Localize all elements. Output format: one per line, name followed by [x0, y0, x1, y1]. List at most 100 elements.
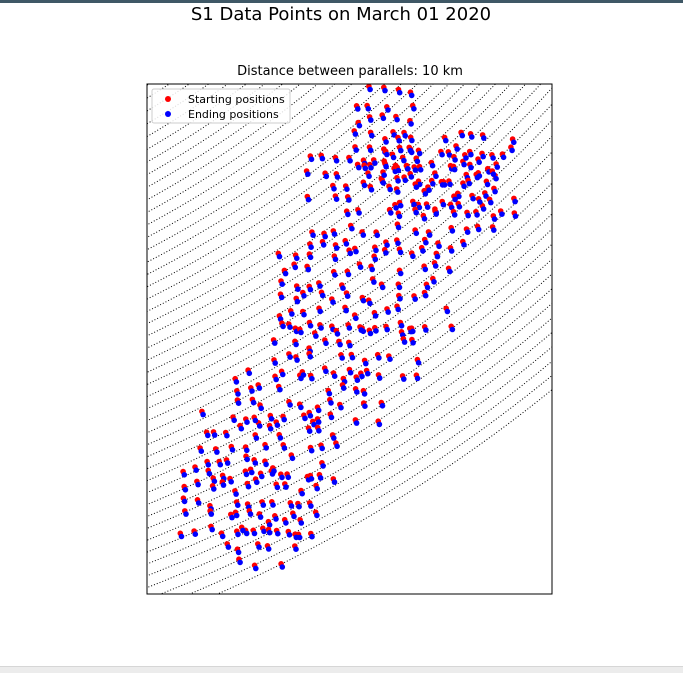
end-point [426, 232, 433, 238]
plot-frame [146, 83, 553, 595]
legend-box [151, 88, 291, 124]
end-point [353, 315, 359, 322]
end-point [258, 405, 265, 412]
end-point [494, 164, 501, 170]
end-point [308, 476, 315, 482]
end-point [274, 422, 281, 429]
end-point [246, 370, 253, 377]
end-point [476, 159, 483, 166]
end-point [344, 186, 350, 192]
end-point [302, 415, 308, 422]
end-point [424, 204, 431, 210]
end-point [235, 531, 241, 538]
end-point [314, 485, 321, 492]
parallel-line [147, 257, 552, 517]
parallel-line [147, 243, 552, 505]
end-point [209, 526, 215, 533]
end-point [463, 155, 469, 161]
end-point [247, 511, 254, 517]
end-point [407, 147, 414, 154]
end-point [360, 297, 367, 304]
end-point [448, 204, 455, 211]
end-point [273, 516, 279, 522]
end-point [409, 137, 415, 144]
end-point [295, 286, 301, 293]
end-point [265, 546, 272, 552]
end-point [349, 225, 355, 232]
end-point [456, 204, 463, 210]
end-point [294, 357, 300, 363]
end-point [318, 325, 324, 331]
end-point [421, 216, 428, 222]
end-point [468, 151, 474, 158]
end-point [451, 166, 458, 173]
end-point [449, 228, 456, 234]
end-point [372, 313, 379, 319]
end-point [315, 407, 322, 414]
end-point [411, 201, 417, 208]
end-point [263, 445, 270, 451]
end-point [372, 256, 379, 263]
end-point [208, 511, 215, 517]
end-point [320, 463, 326, 469]
end-point [253, 435, 260, 441]
end-point [344, 293, 351, 300]
end-point [193, 467, 199, 474]
end-point [383, 250, 389, 256]
end-point [416, 150, 423, 157]
end-point [261, 528, 267, 535]
end-point [423, 327, 429, 333]
parallel-line [147, 84, 369, 238]
end-point [301, 293, 307, 299]
end-point [343, 307, 350, 314]
end-point [373, 328, 379, 334]
end-point [271, 468, 277, 474]
end-point [181, 498, 188, 505]
end-point [353, 147, 360, 153]
end-point [424, 284, 431, 291]
parallel-line [0, 0, 594, 214]
end-point [294, 298, 301, 305]
end-point [244, 456, 250, 463]
end-point [398, 323, 405, 329]
end-point [461, 161, 467, 168]
end-point [298, 404, 304, 411]
parallel-line [147, 150, 552, 434]
end-point [354, 389, 360, 395]
end-point [263, 461, 269, 468]
end-point [291, 513, 297, 520]
parallel-line [147, 84, 353, 226]
end-point [272, 360, 279, 366]
parallel-line [0, 0, 605, 225]
parallel-line [147, 84, 170, 99]
end-point [397, 249, 404, 256]
end-point [349, 354, 356, 361]
window-bottom-strip [0, 666, 683, 673]
end-point [490, 171, 497, 177]
end-point [371, 279, 377, 285]
parallel-line [147, 84, 301, 188]
end-point [397, 202, 404, 209]
end-point [279, 474, 285, 481]
end-point [390, 154, 397, 161]
end-point [431, 279, 437, 285]
end-point [401, 376, 407, 382]
end-point [511, 139, 517, 146]
end-point [363, 360, 369, 367]
end-point [512, 198, 518, 205]
legend-label-start: Starting positions [188, 93, 285, 106]
end-point [395, 224, 402, 231]
end-point [415, 360, 422, 366]
end-point [308, 447, 315, 454]
end-point [243, 471, 250, 478]
end-point [296, 503, 302, 510]
end-point [331, 479, 338, 485]
end-point [307, 323, 314, 329]
end-point [433, 173, 439, 180]
end-point [211, 432, 218, 438]
